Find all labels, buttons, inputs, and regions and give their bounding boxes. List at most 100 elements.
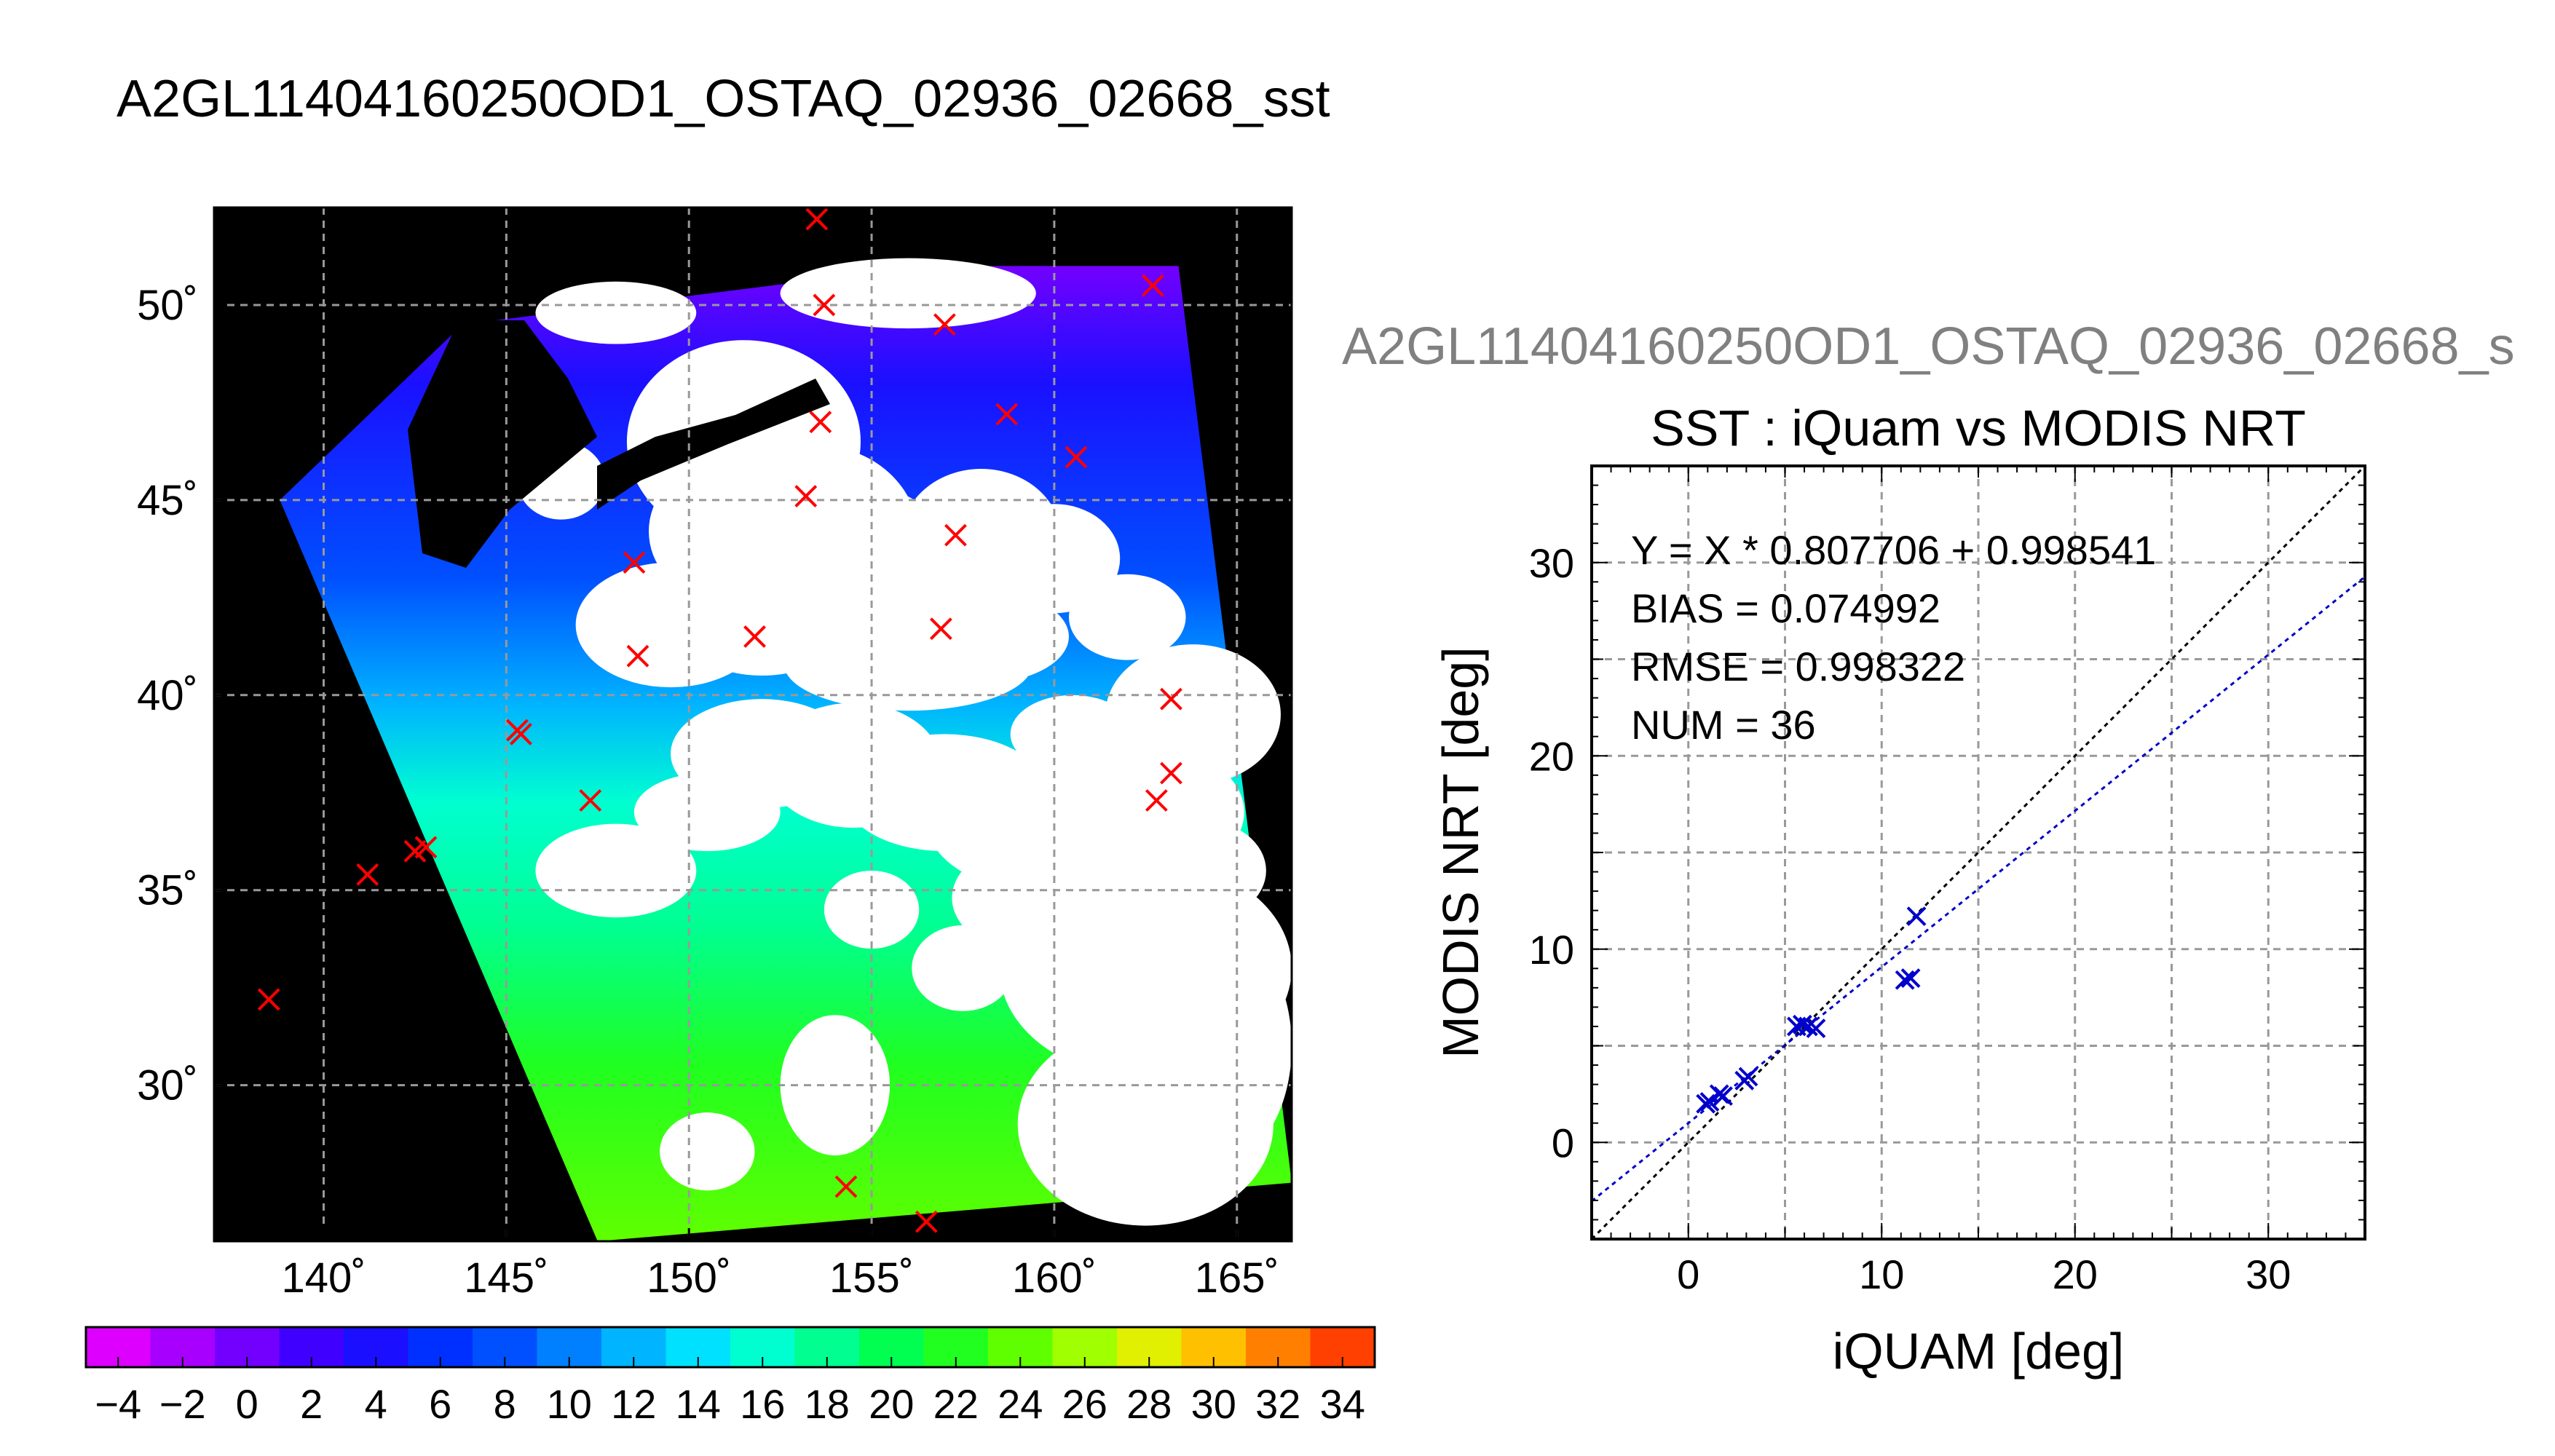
colorbar-tick-label: 0: [236, 1381, 258, 1427]
sst-map: 140˚ 145˚ 150˚ 155˚ 160˚ 165˚ 30˚ 35˚ 40˚ 45˚ 50˚: [137, 206, 1293, 1302]
colorbar-tick-label: 24: [998, 1381, 1043, 1427]
colorbar-frame: [84, 1326, 1376, 1369]
insitu-marker: [995, 403, 1019, 426]
insitu-marker: [1065, 446, 1088, 469]
scatter-point: [1806, 1018, 1826, 1039]
insitu-marker: [813, 293, 836, 317]
colorbar: −4 −2 0 2 4 6 8 10 12 14 16 18 20 22 24 26 28 30 32 34: [84, 1326, 1376, 1427]
insitu-marker: [579, 789, 602, 812]
cloud-patch: [535, 281, 697, 344]
scatter-x-ticks: 0 10 20 30: [1591, 466, 2366, 1297]
scatter-y-tick-label: 10: [1529, 927, 1574, 973]
colorbar-tick-label: 14: [676, 1381, 721, 1427]
colorbar-tick-label: 28: [1126, 1381, 1172, 1427]
cloud-patch: [912, 925, 1014, 1011]
colorbar-tick-label: 2: [300, 1381, 323, 1427]
scatter-point: [1900, 968, 1921, 988]
map-title: A2GL11404160250OD1_OSTAQ_02936_02668_sst: [117, 70, 1330, 128]
map-y-tick-label: 40˚: [137, 672, 198, 719]
colorbar-tick-label: 16: [740, 1381, 785, 1427]
map-x-tick-label: 145˚: [464, 1254, 548, 1302]
cloud-patch: [1010, 695, 1135, 773]
scatter-x-tick-label: 10: [1859, 1251, 1904, 1297]
scatter-y-ticks: 0 10 20 30: [1529, 465, 2365, 1240]
map-y-ticks: 30˚ 35˚ 40˚ 45˚ 50˚: [137, 282, 227, 1109]
cloud-patch: [893, 590, 1069, 684]
map-x-tick-label: 165˚: [1195, 1254, 1279, 1302]
insitu-marker: [1145, 789, 1168, 812]
colorbar-tick-label: −2: [159, 1381, 206, 1427]
scatter-plot: 0 10 20 30 0 10 20 30 SST : iQuam vs MODIS NRT…: [1432, 400, 2366, 1380]
scatter-y-axis-label: MODIS NRT [deg]: [1432, 646, 1489, 1058]
colorbar-tick-label: 22: [933, 1381, 979, 1427]
land-mass: [597, 379, 830, 510]
insitu-marker: [929, 617, 952, 641]
cloud-patch: [952, 835, 1157, 961]
scatter-x-axis-label: iQUAM [deg]: [1833, 1323, 2125, 1380]
insitu-marker: [834, 1175, 858, 1198]
insitu-marker: [1160, 761, 1182, 785]
map-x-ticks: 140˚ 145˚ 150˚ 155˚ 160˚ 165˚: [281, 1228, 1279, 1302]
colorbar-segments: [86, 1327, 1375, 1367]
scatter-y-tick-label: 30: [1529, 540, 1574, 586]
cloud-patch: [780, 258, 1036, 329]
map-x-tick-label: 140˚: [281, 1254, 366, 1302]
scatter-title: SST : iQuam vs MODIS NRT: [1651, 400, 2306, 456]
map-y-tick-label: 35˚: [137, 867, 198, 914]
colorbar-tick-label: 6: [429, 1381, 451, 1427]
scatter-x-tick-label: 20: [2053, 1251, 2098, 1297]
map-x-tick-label: 160˚: [1012, 1254, 1097, 1302]
scatter-grid: [1592, 466, 2365, 1239]
identity-line: [1592, 466, 2365, 1239]
cloud-patch: [988, 504, 1121, 614]
insitu-markers: [257, 207, 1182, 1233]
map-x-tick-label: 150˚: [647, 1254, 731, 1302]
cloud-patch: [649, 469, 766, 594]
stats-bias: BIAS = 0.074992: [1631, 585, 1940, 631]
colorbar-tick-label: 12: [611, 1381, 656, 1427]
insitu-marker: [805, 207, 829, 231]
scatter-point: [1895, 970, 1915, 990]
map-x-tick-label: 155˚: [829, 1254, 914, 1302]
insitu-marker: [414, 836, 438, 859]
insitu-marker: [743, 625, 766, 648]
insitu-marker: [944, 523, 967, 547]
scatter-point: [1906, 906, 1927, 927]
map-y-tick-label: 30˚: [137, 1062, 198, 1109]
land-mass: [408, 320, 597, 568]
map-frame: [213, 206, 1293, 1243]
cloud-patch: [535, 823, 697, 918]
cloud-patch: [660, 1112, 755, 1191]
insitu-marker: [257, 988, 280, 1011]
map-grid: [214, 207, 1292, 1241]
stats-regression: Y = X * 0.807706 + 0.998541: [1631, 527, 2156, 573]
colorbar-ticks: −4 −2 0 2 4 6 8 10 12 14 16 18 20 22 24 26 28 30 32 34: [95, 1357, 1365, 1427]
colorbar-tick-label: 30: [1191, 1381, 1236, 1427]
colorbar-tick-label: 32: [1255, 1381, 1300, 1427]
map-y-tick-label: 50˚: [137, 282, 198, 329]
insitu-marker: [794, 485, 818, 507]
scatter-y-tick-label: 0: [1552, 1120, 1574, 1166]
colorbar-tick-label: 34: [1320, 1381, 1365, 1427]
colorbar-tick-label: 26: [1062, 1381, 1107, 1427]
scatter-points: [1696, 906, 1927, 1114]
insitu-marker: [809, 411, 832, 434]
scatter-suptitle: A2GL11404160250OD1_OSTAQ_02936_02668_s: [1342, 317, 2515, 376]
insitu-marker: [1160, 687, 1182, 711]
insitu-marker: [933, 313, 956, 336]
scatter-point: [1738, 1067, 1758, 1087]
insitu-marker: [1141, 274, 1164, 297]
insitu-marker: [915, 1210, 938, 1233]
stats-num: NUM = 36: [1631, 702, 1816, 748]
scatter-stats: Y = X * 0.807706 + 0.998541 BIAS = 0.074…: [1631, 527, 2156, 748]
scatter-x-tick-label: 0: [1677, 1251, 1699, 1297]
colorbar-tick-label: 10: [547, 1381, 592, 1427]
colorbar-tick-label: 20: [869, 1381, 914, 1427]
colorbar-tick-label: 18: [805, 1381, 850, 1427]
scatter-y-tick-label: 20: [1529, 733, 1574, 779]
cloud-patch: [1068, 574, 1186, 660]
insitu-marker: [356, 863, 379, 886]
cloud-patch: [1134, 820, 1266, 922]
map-y-tick-label: 45˚: [137, 477, 198, 524]
